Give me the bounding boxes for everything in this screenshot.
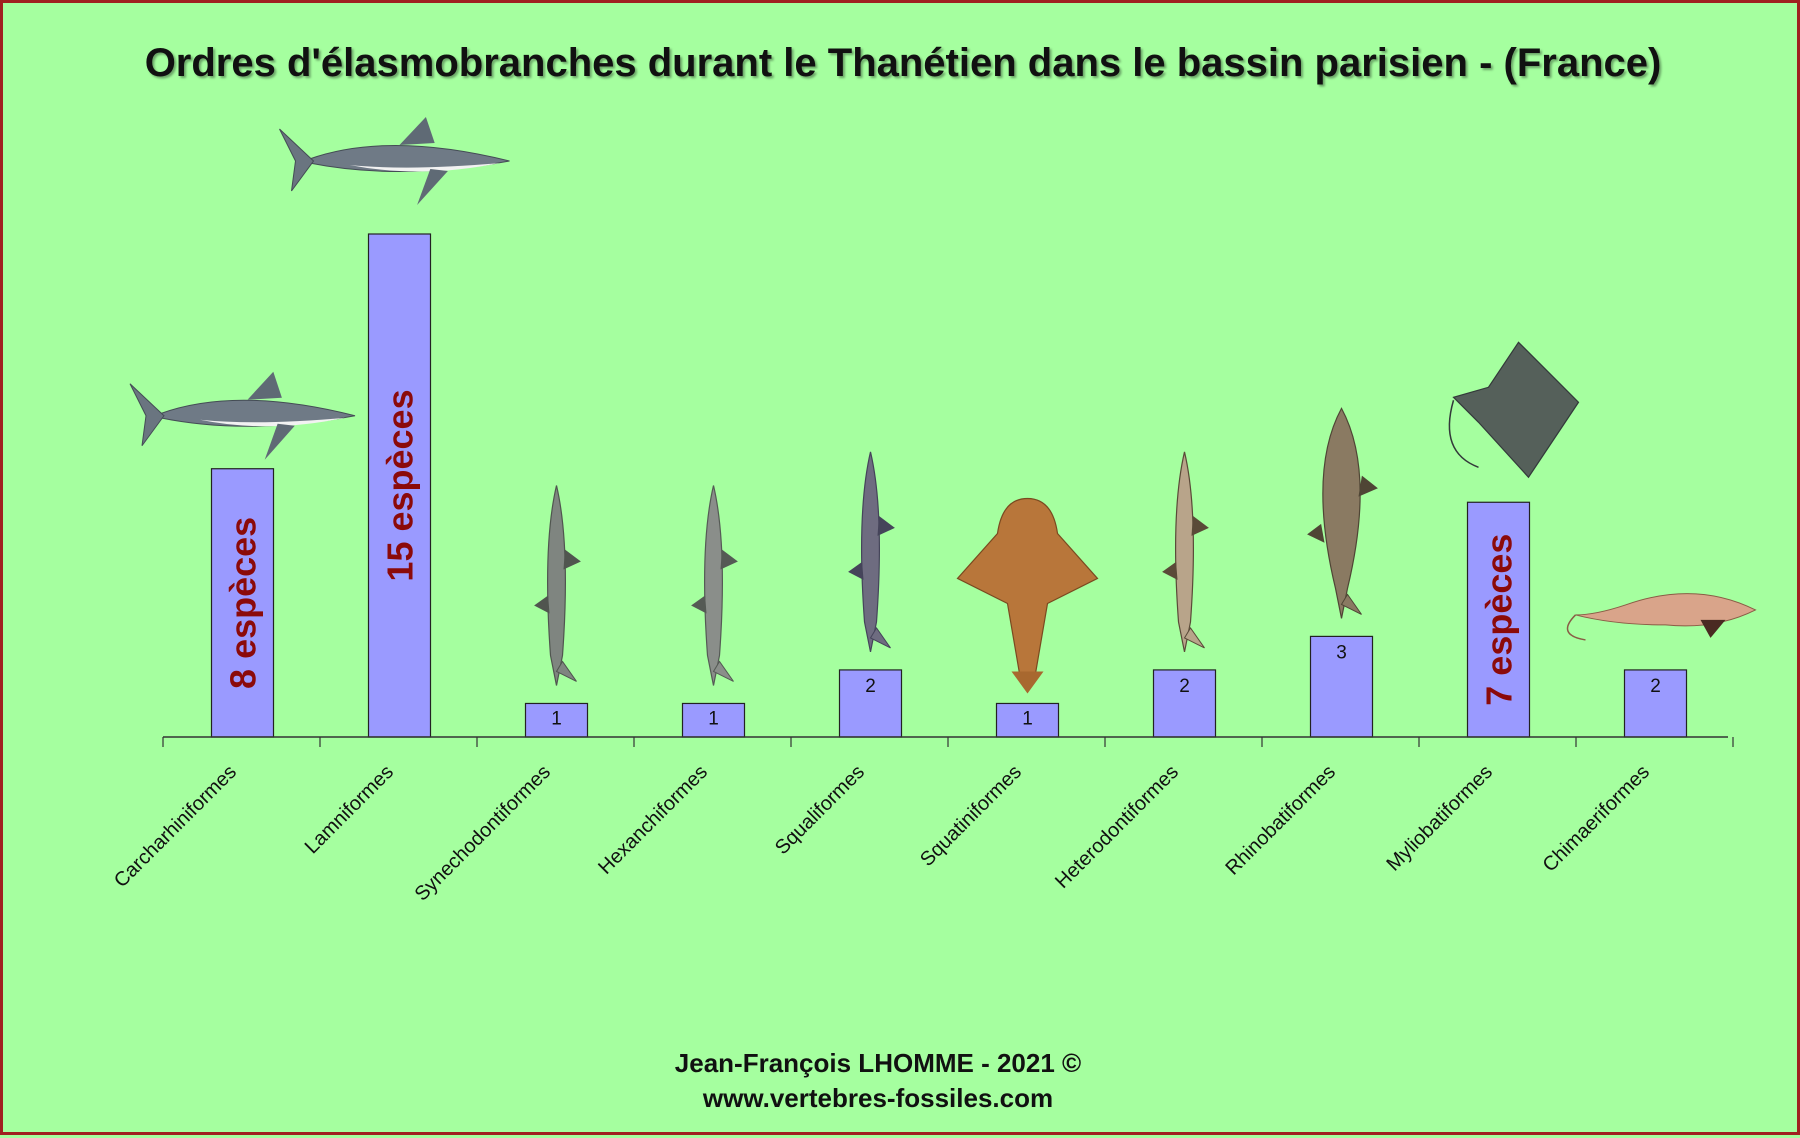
requin-hexanchiforme-icon xyxy=(691,485,738,686)
raie-guitare-icon xyxy=(1307,407,1378,619)
category-label: Chimaeriformes xyxy=(1539,761,1654,876)
bars xyxy=(210,233,1688,738)
requin-dormeur-icon xyxy=(1162,451,1209,653)
website-credit: www.vertebres-fossiles.com xyxy=(702,1083,1054,1113)
bar-squaliformes xyxy=(838,669,903,738)
requin-blanc-icon xyxy=(279,117,510,205)
requin-carcharhiniforme-icon xyxy=(129,371,356,460)
author-credit: Jean-François LHOMME - 2021 © xyxy=(674,1048,1082,1078)
data-label: 2 xyxy=(1650,676,1661,697)
bar-rhinobatiformes xyxy=(1309,635,1374,738)
chimere-icon xyxy=(1566,593,1757,641)
animal-illustrations xyxy=(129,117,1757,694)
data-label: 1 xyxy=(551,708,562,729)
category-label: Myliobatiformes xyxy=(1382,761,1497,876)
category-label: Rhinobatiformes xyxy=(1222,761,1341,880)
requin-synechodontiforme-icon xyxy=(534,485,581,686)
bar-squatiniformes xyxy=(995,702,1060,738)
chart-title: Ordres d'élasmobranches durant le Thanét… xyxy=(144,41,1662,85)
bar-lamniformes xyxy=(367,233,432,738)
bar-heterodontiformes xyxy=(1152,669,1217,738)
category-label: Lamniformes xyxy=(301,761,398,858)
x-axis xyxy=(162,736,1734,747)
bar-chimaeriformes xyxy=(1623,669,1688,738)
bar-chart: 8 espèces 15 espèces 1 1 2 1 2 3 7 espèces 2 Carc… xyxy=(110,117,1757,905)
data-label: 2 xyxy=(865,676,876,697)
ange-de-mer-icon xyxy=(956,497,1099,694)
bar-myliobatiformes xyxy=(1466,501,1531,738)
category-label: Heterodontiformes xyxy=(1051,761,1183,893)
bar-carcharhiniformes xyxy=(210,468,275,738)
category-label: Synechodontiformes xyxy=(411,761,555,905)
data-label: 3 xyxy=(1336,642,1347,663)
data-label: 1 xyxy=(1022,708,1033,729)
bar-synechodontiformes xyxy=(524,702,589,738)
category-label: Carcharhiniformes xyxy=(110,761,241,892)
category-labels: Carcharhiniformes Lamniformes Synechodonti… xyxy=(110,761,1654,905)
data-labels: 8 espèces 15 espèces 1 1 2 1 2 3 7 espèces 2 xyxy=(223,389,1661,729)
data-label: 1 xyxy=(708,708,719,729)
aiguillat-icon xyxy=(848,451,895,653)
category-label: Hexanchiformes xyxy=(594,761,712,879)
bar-hexanchiformes xyxy=(681,702,746,738)
data-label: 2 xyxy=(1179,676,1190,697)
data-label: 8 espèces xyxy=(223,517,264,689)
data-label: 15 espèces xyxy=(380,389,421,581)
category-label: Squatiniformes xyxy=(916,761,1026,871)
category-label: Squaliformes xyxy=(771,761,869,859)
data-label: 7 espèces xyxy=(1479,534,1520,706)
raie-aigle-icon xyxy=(1448,341,1580,479)
